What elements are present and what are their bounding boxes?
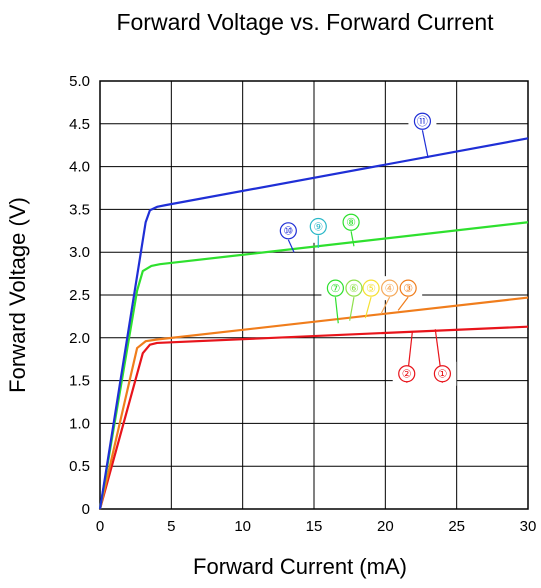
marker-circle-4 xyxy=(362,279,380,297)
x-tick-label-6: 30 xyxy=(520,518,537,535)
series-line-1 xyxy=(98,296,529,510)
marker-leader-3 xyxy=(380,296,391,315)
y-tick-label-7: 3.5 xyxy=(69,201,90,218)
marker-circle-5 xyxy=(345,279,363,297)
marker-label-5: ⑥ xyxy=(349,283,359,295)
marker-label-7: ⑧ xyxy=(346,217,356,229)
y-axis-label: Forward Voltage (V) xyxy=(5,197,30,393)
x-tick-label-5: 25 xyxy=(448,518,465,535)
y-tick-label-6: 3.0 xyxy=(69,244,90,261)
marker-label-8: ⑨ xyxy=(313,221,323,233)
series-line-3 xyxy=(98,137,529,510)
marker-circle-1 xyxy=(398,365,416,383)
x-axis-label: Forward Current (mA) xyxy=(193,554,407,579)
marker-label-2: ③ xyxy=(403,283,413,295)
marker-leader-4 xyxy=(364,296,372,319)
x-tick-labels: 0 5 10 15 20 25 30 xyxy=(96,518,537,535)
x-tick-label-1: 5 xyxy=(167,518,175,535)
x-tick-label-0: 0 xyxy=(96,518,104,535)
y-tick-label-5: 2.5 xyxy=(69,287,90,304)
marker-leader-7 xyxy=(350,231,355,247)
chart-title: Forward Voltage vs. Forward Current xyxy=(116,9,494,35)
series-line-0 xyxy=(98,325,529,510)
y-tick-label-8: 4.0 xyxy=(69,159,90,176)
x-tick-label-4: 20 xyxy=(377,518,394,535)
marker-circle-7 xyxy=(342,213,360,231)
marker-label-6: ⑦ xyxy=(330,283,340,295)
y-tick-labels: 0 0.5 1.0 1.5 2.0 2.5 3.0 3.5 4.0 4.5 5.0 xyxy=(69,73,90,518)
marker-circle-9 xyxy=(279,222,297,240)
marker-label-3: ④ xyxy=(385,283,395,295)
marker-leader-10 xyxy=(421,130,429,159)
marker-label-10: ⑪ xyxy=(417,115,428,128)
y-tick-label-10: 5.0 xyxy=(69,73,90,90)
marker-leader-9 xyxy=(287,239,295,253)
grid-lines xyxy=(99,80,529,510)
marker-circle-10 xyxy=(413,112,432,130)
marker-leader-6 xyxy=(334,297,339,324)
marker-label-1: ② xyxy=(402,369,412,381)
y-tick-label-3: 1.5 xyxy=(69,373,90,390)
marker-circle-6 xyxy=(326,279,344,297)
x-tick-label-2: 10 xyxy=(234,518,251,535)
y-tick-label-9: 4.5 xyxy=(69,116,90,133)
marker-leader-5 xyxy=(349,297,355,321)
marker-label-4: ⑤ xyxy=(366,283,376,295)
y-tick-label-0: 0 xyxy=(82,501,90,518)
marker-circle-8 xyxy=(309,217,327,236)
marker-circle-2 xyxy=(399,279,417,297)
marker-label-9: ⑩ xyxy=(283,226,293,238)
marker-circle-3 xyxy=(381,279,399,297)
y-tick-label-1: 0.5 xyxy=(69,458,90,475)
marker-leader-2 xyxy=(397,296,409,311)
y-tick-label-4: 2.0 xyxy=(69,330,90,347)
marker-circle-0 xyxy=(433,365,451,383)
marker-label-0: ① xyxy=(437,369,447,381)
plot-area-frame xyxy=(99,80,529,510)
x-tick-label-3: 15 xyxy=(306,518,323,535)
series-line-2 xyxy=(98,221,529,510)
series-lines xyxy=(98,137,529,510)
y-tick-label-2: 1.0 xyxy=(69,415,90,432)
